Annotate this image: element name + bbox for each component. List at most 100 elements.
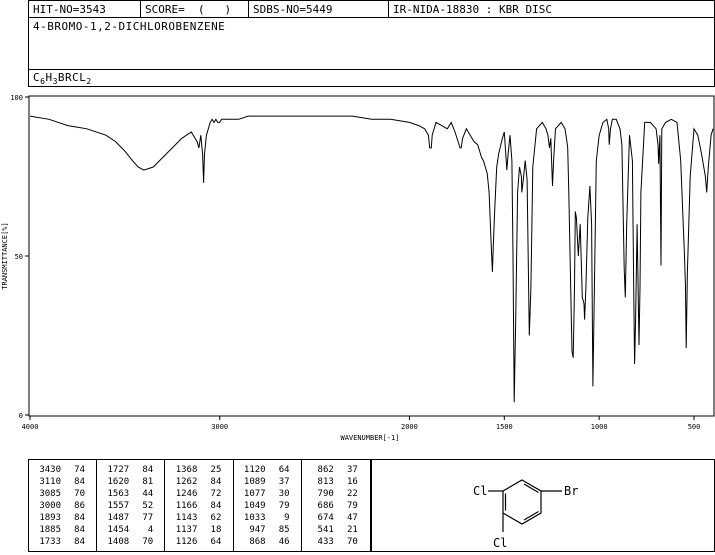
peak-wavenumber: 674 [317, 513, 334, 523]
peak-transmittance: 30 [278, 489, 290, 499]
peak-wavenumber: 868 [249, 537, 266, 547]
x-tick-label-2000: 2000 [401, 423, 418, 431]
peak-column-1: 3430 74 3110 84 3085 70 3000 86 1893 84 1885 84 1733… [29, 460, 98, 551]
substituent-br: Br [564, 484, 578, 498]
peak-row: 868 46 [234, 537, 302, 548]
peak-wavenumber: 1368 [175, 465, 198, 475]
hit-no-cell: HIT-NO=3543 [29, 1, 141, 17]
peak-transmittance: 84 [74, 537, 85, 547]
peak-transmittance: 25 [210, 465, 222, 475]
peak-row: 790 22 [302, 489, 370, 500]
sdbs-no-cell: SDBS-NO=5449 [249, 1, 389, 17]
hit-no: HIT-NO=3543 [33, 3, 106, 16]
peak-row: 1033 9 [234, 513, 302, 524]
benzene-ring [502, 479, 542, 525]
x-tick-label-500: 500 [688, 423, 701, 431]
peak-wavenumber: 1557 [107, 501, 130, 511]
peak-row: 1120 64 [234, 465, 302, 476]
peak-row: 1733 84 [29, 537, 97, 548]
peak-wavenumber: 1487 [107, 513, 130, 523]
peak-wavenumber: 3110 [39, 477, 61, 487]
peak-transmittance: 37 [278, 477, 290, 487]
peak-row: 686 79 [302, 501, 370, 512]
formula-part-3: 3 [52, 77, 58, 87]
peak-transmittance: 70 [142, 537, 154, 547]
peak-wavenumber: 1049 [243, 501, 266, 511]
substituent-cl-1: Cl [473, 484, 487, 498]
peak-wavenumber: 813 [317, 477, 334, 487]
peak-transmittance: 70 [74, 489, 85, 499]
peak-row: 1137 18 [165, 525, 233, 536]
peak-wavenumber: 3430 [39, 465, 61, 475]
peak-wavenumber: 947 [249, 525, 266, 535]
peak-row: 1893 84 [29, 513, 97, 524]
peak-transmittance: 79 [346, 501, 358, 511]
peak-row: 813 16 [302, 477, 370, 488]
peak-row: 1262 84 [165, 477, 233, 488]
peak-transmittance: 84 [210, 501, 222, 511]
peak-row: 1487 77 [97, 513, 165, 524]
x-tick-label-4000: 4000 [22, 423, 39, 431]
formula-part-0: C [33, 71, 41, 84]
peak-row: 1885 84 [29, 525, 97, 536]
peak-column-2: 1727 84 1620 81 1563 44 1557 52 1487 77 1454 4 1408 7… [97, 460, 166, 551]
peak-wavenumber: 1885 [39, 525, 61, 535]
compound-formula: C6H3BRCL2 [33, 72, 92, 88]
x-tick-label-1500: 1500 [496, 423, 513, 431]
peak-transmittance: 77 [142, 513, 154, 523]
peak-row: 1089 37 [234, 477, 302, 488]
score: SCORE= ( ) [145, 3, 232, 16]
peak-wavenumber: 1120 [243, 465, 266, 475]
y-axis-label: TRANSMITTANCE[%] [1, 222, 9, 289]
structure-diagram: Cl Cl Br [473, 479, 578, 550]
peak-transmittance: 4 [147, 525, 154, 535]
x-tick-label-3000: 3000 [211, 423, 228, 431]
peak-column-3: 1368 25 1262 84 1246 72 1166 84 1143 62 1137 18 1126… [165, 460, 234, 551]
y-tick-label-0: 0 [19, 412, 23, 420]
peak-row: 433 70 [302, 537, 370, 548]
peak-wavenumber: 862 [317, 465, 334, 475]
y-tick-label-100: 100 [10, 94, 23, 102]
peak-wavenumber: 1126 [175, 537, 198, 547]
peak-transmittance: 22 [346, 489, 358, 499]
peak-transmittance: 84 [74, 513, 85, 523]
peak-transmittance: 9 [284, 513, 290, 523]
peak-transmittance: 47 [346, 513, 358, 523]
y-tick-label-50: 50 [15, 253, 23, 261]
peak-row: 1166 84 [165, 501, 233, 512]
ir-spectrum-chart: 4000 3000 2000 1500 1000 500 0 50 100 WAVENUMBER… [1, 94, 715, 442]
peak-transmittance: 64 [278, 465, 290, 475]
formula-part-4: BRCL [57, 71, 87, 84]
peak-transmittance: 84 [74, 525, 85, 535]
compound-name: 4-BROMO-1,2-DICHLOROBENZENE [33, 20, 226, 33]
peak-row: 3430 74 [29, 465, 97, 476]
formula-part-1: 6 [40, 77, 46, 87]
peak-wavenumber: 541 [317, 525, 334, 535]
peak-wavenumber: 3085 [39, 489, 61, 499]
peak-transmittance: 81 [142, 477, 154, 487]
peak-transmittance: 72 [210, 489, 222, 499]
peak-row: 1563 44 [97, 489, 165, 500]
peak-column-4: 1120 64 1089 37 1077 30 1049 79 1033 9 947 85 868 46 [234, 460, 302, 551]
sdbs-no: SDBS-NO=5449 [253, 3, 333, 16]
peak-transmittance: 84 [74, 477, 85, 487]
peak-wavenumber: 1262 [175, 477, 198, 487]
peak-row: 3085 70 [29, 489, 97, 500]
peak-transmittance: 52 [142, 501, 154, 511]
peak-row: 1408 70 [97, 537, 165, 548]
peak-wavenumber: 1893 [39, 513, 61, 523]
structure-box: Cl Cl Br [371, 459, 715, 552]
ir-info-cell: IR-NIDA-18830 : KBR DISC [389, 1, 714, 17]
peak-wavenumber: 1089 [243, 477, 266, 487]
peak-wavenumber: 1454 [107, 525, 130, 535]
peak-wavenumber: 1733 [39, 537, 61, 547]
peak-transmittance: 21 [346, 525, 358, 535]
peak-wavenumber: 1137 [175, 525, 198, 535]
peak-transmittance: 85 [278, 525, 290, 535]
peak-row: 1454 4 [97, 525, 165, 536]
formula-part-2: H [45, 71, 53, 84]
peak-row: 1246 72 [165, 489, 233, 500]
peak-row: 1557 52 [97, 501, 165, 512]
peak-row: 1143 62 [165, 513, 233, 524]
peak-wavenumber: 1563 [107, 489, 130, 499]
